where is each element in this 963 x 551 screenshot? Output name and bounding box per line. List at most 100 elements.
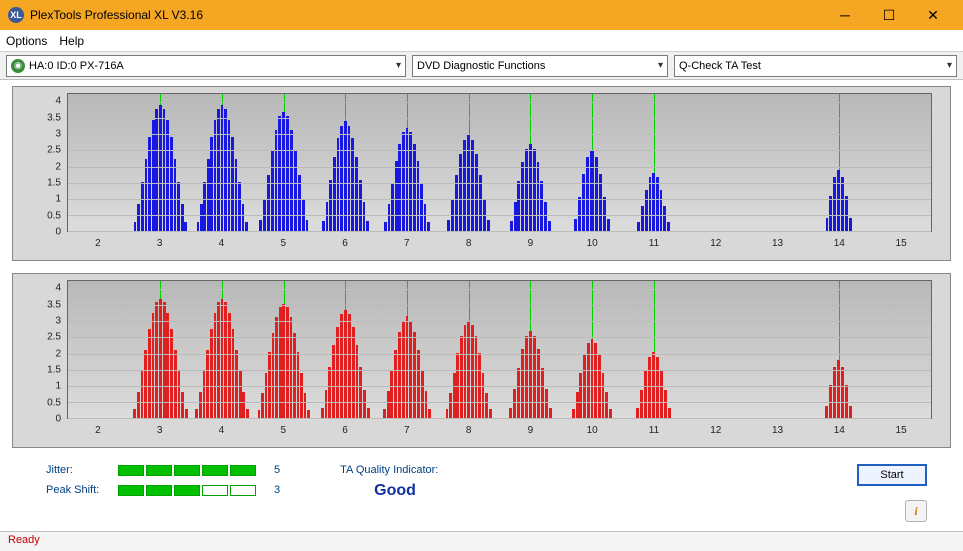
histogram-bar bbox=[398, 144, 401, 231]
meter-segment bbox=[118, 465, 144, 476]
histogram-bar bbox=[170, 329, 173, 418]
histogram-bar bbox=[668, 408, 671, 418]
y-tick-label: 0 bbox=[55, 227, 61, 238]
histogram-bar bbox=[210, 329, 213, 418]
histogram-bar bbox=[421, 370, 424, 418]
histogram-bar bbox=[447, 220, 450, 231]
jitter-label: Jitter: bbox=[46, 464, 108, 476]
maximize-button[interactable]: ☐ bbox=[867, 0, 911, 30]
histogram-bar bbox=[413, 332, 416, 418]
histogram-bar bbox=[197, 222, 200, 231]
histogram-bar bbox=[174, 159, 177, 231]
peakshift-meter bbox=[118, 485, 256, 496]
info-button[interactable]: i bbox=[905, 500, 927, 522]
y-tick-label: 2 bbox=[55, 161, 61, 172]
histogram-bar bbox=[177, 182, 180, 231]
x-tick-label: 14 bbox=[834, 238, 845, 249]
histogram-bar bbox=[133, 409, 136, 418]
close-button[interactable]: ✕ bbox=[911, 0, 955, 30]
histogram-bar bbox=[259, 220, 262, 231]
histogram-bar bbox=[409, 132, 412, 231]
histogram-bar bbox=[586, 157, 589, 231]
peakshift-row: Peak Shift: 3 bbox=[46, 484, 280, 496]
histogram-bar bbox=[427, 222, 430, 231]
meter-segment bbox=[174, 485, 200, 496]
menu-help[interactable]: Help bbox=[59, 34, 84, 48]
histogram-bar bbox=[145, 159, 148, 231]
histogram-bar bbox=[336, 327, 339, 418]
histogram-bar bbox=[384, 222, 387, 231]
y-tick-label: 1 bbox=[55, 194, 61, 205]
x-tick-label: 10 bbox=[587, 425, 598, 436]
chart-land: 00.511.522.533.54 23456789101112131415 bbox=[12, 273, 951, 448]
plot-area-top bbox=[67, 93, 932, 232]
histogram-bar bbox=[572, 409, 575, 418]
histogram-bar bbox=[609, 409, 612, 418]
histogram-bar bbox=[513, 389, 516, 418]
histogram-bar bbox=[282, 112, 285, 231]
histogram-bar bbox=[545, 389, 548, 418]
category-select[interactable]: DVD Diagnostic Functions ▾ bbox=[412, 55, 668, 77]
plot-area-bottom bbox=[67, 280, 932, 419]
y-tick-label: 3.5 bbox=[47, 299, 61, 310]
x-tick-label: 9 bbox=[528, 238, 534, 249]
histogram-bar bbox=[395, 161, 398, 231]
start-button[interactable]: Start bbox=[857, 464, 927, 486]
histogram-bar bbox=[826, 218, 829, 231]
histogram-bar bbox=[579, 373, 582, 418]
status-text: Ready bbox=[8, 534, 40, 546]
histogram-bar bbox=[841, 367, 844, 418]
histogram-bar bbox=[141, 371, 144, 418]
histogram-bar bbox=[195, 409, 198, 418]
device-select[interactable]: ◉ HA:0 ID:0 PX-716A ▾ bbox=[6, 55, 406, 77]
histogram-bar bbox=[363, 202, 366, 231]
x-tick-label: 10 bbox=[587, 238, 598, 249]
action-buttons: Start i bbox=[857, 464, 931, 522]
menu-options[interactable]: Options bbox=[6, 34, 47, 48]
histogram-bar bbox=[300, 373, 303, 418]
histogram-bar bbox=[134, 222, 137, 231]
histogram-bar bbox=[533, 149, 536, 231]
histogram-bar bbox=[514, 202, 517, 231]
quality-label: TA Quality Indicator: bbox=[340, 464, 438, 476]
histogram-bar bbox=[667, 222, 670, 231]
histogram-bar bbox=[529, 144, 532, 231]
x-axis: 23456789101112131415 bbox=[67, 236, 932, 254]
histogram-bar bbox=[521, 162, 524, 231]
histogram-bar bbox=[417, 161, 420, 231]
histogram-bar bbox=[224, 302, 227, 418]
quality-indicator: TA Quality Indicator: Good bbox=[340, 464, 438, 500]
x-tick-label: 8 bbox=[466, 425, 472, 436]
x-tick-label: 5 bbox=[280, 238, 286, 249]
toolbar: ◉ HA:0 ID:0 PX-716A ▾ DVD Diagnostic Fun… bbox=[0, 52, 963, 80]
histogram-bar bbox=[460, 336, 463, 418]
disc-icon: ◉ bbox=[11, 59, 25, 73]
category-select-label: DVD Diagnostic Functions bbox=[417, 60, 654, 72]
y-tick-label: 2.5 bbox=[47, 145, 61, 156]
histogram-bar bbox=[656, 357, 659, 418]
histogram-bar bbox=[475, 336, 478, 418]
y-tick-label: 1 bbox=[55, 381, 61, 392]
histogram-bar bbox=[155, 109, 158, 231]
histogram-bar bbox=[390, 370, 393, 418]
histogram-bar bbox=[321, 408, 324, 418]
histogram-bar bbox=[163, 302, 166, 418]
x-tick-label: 13 bbox=[772, 425, 783, 436]
histogram-bar bbox=[181, 204, 184, 231]
chevron-down-icon: ▾ bbox=[396, 60, 401, 71]
x-tick-label: 6 bbox=[342, 425, 348, 436]
histogram-bar bbox=[239, 371, 242, 418]
bars-bottom bbox=[68, 281, 931, 418]
histogram-bar bbox=[148, 137, 151, 231]
metrics: Jitter: 5 Peak Shift: 3 bbox=[46, 464, 280, 496]
y-tick-label: 2.5 bbox=[47, 332, 61, 343]
meter-segment bbox=[146, 465, 172, 476]
histogram-bar bbox=[203, 371, 206, 418]
histogram-bar bbox=[663, 206, 666, 231]
minimize-button[interactable]: ─ bbox=[823, 0, 867, 30]
histogram-bar bbox=[235, 159, 238, 231]
x-tick-label: 15 bbox=[896, 238, 907, 249]
test-select[interactable]: Q-Check TA Test ▾ bbox=[674, 55, 957, 77]
histogram-bar bbox=[307, 410, 310, 418]
histogram-bar bbox=[537, 349, 540, 418]
